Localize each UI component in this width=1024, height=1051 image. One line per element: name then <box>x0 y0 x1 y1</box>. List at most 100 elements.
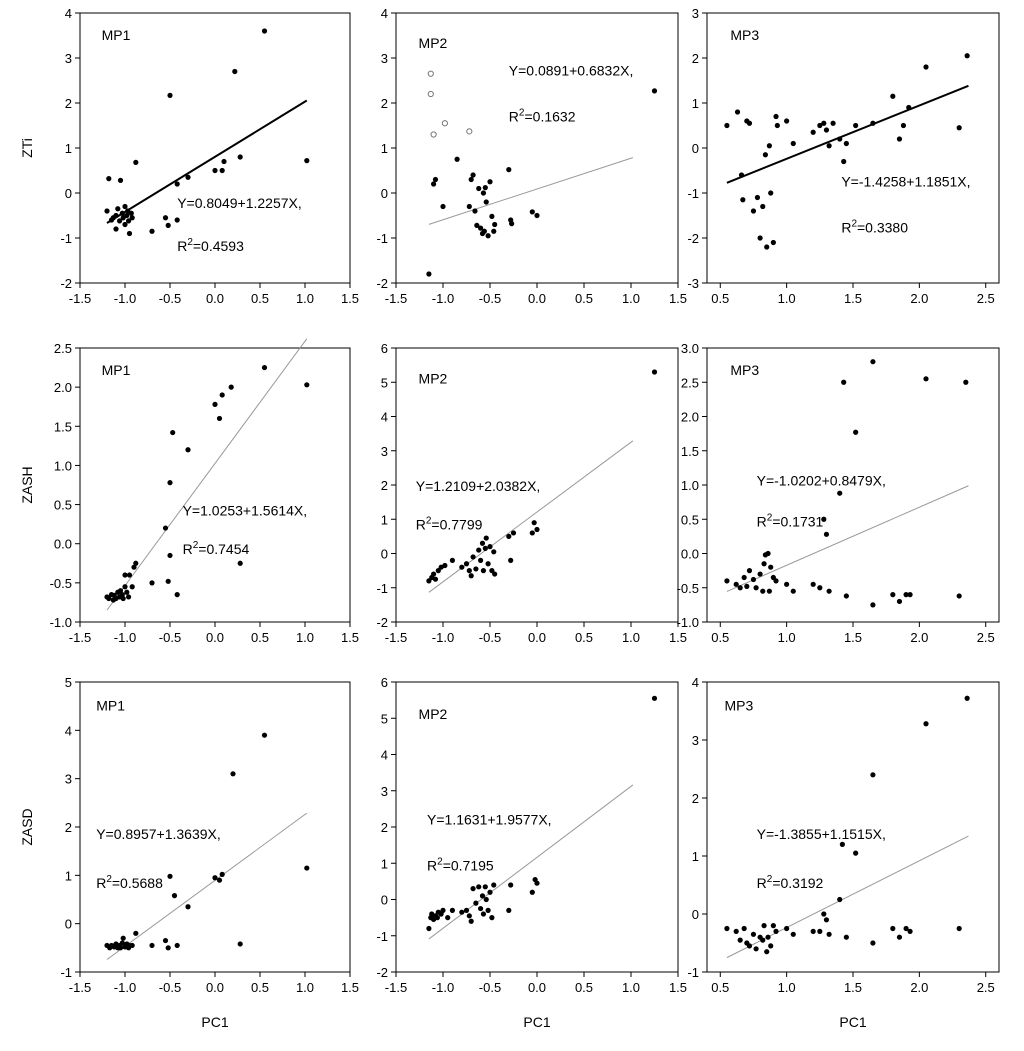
data-point <box>489 568 495 574</box>
data-point <box>463 561 470 567</box>
y-tick-label: 2.0 <box>681 410 699 425</box>
data-point <box>432 576 439 582</box>
data-point <box>903 925 909 932</box>
data-point <box>510 530 517 536</box>
y-tick-label: 4 <box>381 748 388 763</box>
data-point <box>171 893 178 899</box>
r-squared-superscript: 2 <box>106 874 112 885</box>
plot-frame <box>706 681 1000 973</box>
data-point <box>790 931 796 937</box>
data-point <box>903 592 909 598</box>
plot-frame <box>395 12 679 284</box>
data-point <box>119 592 125 598</box>
data-point <box>773 578 779 584</box>
data-point <box>133 560 139 566</box>
y-tick-label: 1.5 <box>681 444 699 459</box>
data-point <box>261 28 268 34</box>
data-point <box>963 379 969 385</box>
data-point <box>492 221 498 228</box>
plot-frame <box>79 12 351 284</box>
data-point <box>724 122 730 129</box>
y-tick-label: 2.0 <box>54 380 72 395</box>
data-point <box>212 875 218 881</box>
data-point <box>117 945 124 951</box>
data-point <box>491 228 497 234</box>
data-point <box>754 194 761 201</box>
r-squared-value: =0.1632 <box>524 109 575 125</box>
data-point <box>219 167 225 174</box>
data-point <box>508 557 514 563</box>
data-point <box>506 533 512 539</box>
r-squared-value: =0.3192 <box>772 875 823 891</box>
data-point <box>790 588 796 594</box>
panel-title: MP2 <box>419 370 448 386</box>
open-data-point <box>466 128 473 135</box>
data-point <box>129 215 135 221</box>
data-point <box>487 179 493 185</box>
x-tick-label: 0.0 <box>528 980 546 995</box>
x-tick-label: -1.0 <box>114 291 136 306</box>
data-point <box>435 568 441 574</box>
y-tick-label: -2 <box>60 276 72 291</box>
y-tick-label: -1 <box>376 929 388 944</box>
data-point <box>466 913 472 919</box>
regression-equation: Y=-1.3855+1.1515X, <box>757 826 886 842</box>
data-point <box>823 531 830 537</box>
data-point <box>165 945 171 951</box>
data-point <box>768 564 774 570</box>
x-tick-label: 0.5 <box>711 980 729 995</box>
regression-line <box>106 812 308 960</box>
data-point <box>221 158 227 165</box>
data-point <box>896 934 903 940</box>
regression-equation: Y=0.8049+1.2257X, <box>177 195 302 211</box>
data-point <box>853 850 859 856</box>
panel-title: MP3 <box>730 27 759 43</box>
panel-title: MP3 <box>730 362 759 378</box>
x-tick-label: -1.5 <box>69 630 91 645</box>
data-point <box>826 931 832 937</box>
plot-frame <box>395 347 679 623</box>
r-squared-superscript: 2 <box>851 218 857 229</box>
y-tick-label: 1 <box>692 96 699 111</box>
x-tick-label: 0.5 <box>711 291 729 306</box>
x-tick-label: 2.0 <box>910 291 928 306</box>
data-point <box>489 213 495 219</box>
data-point <box>117 177 124 183</box>
data-point <box>529 889 535 895</box>
x-tick-label: 2.0 <box>910 630 928 645</box>
data-point <box>126 572 133 578</box>
data-point <box>870 359 876 365</box>
data-point <box>741 925 747 932</box>
data-point <box>219 871 225 877</box>
x-axis-label: PC1 <box>839 1014 866 1030</box>
data-point <box>746 943 753 949</box>
x-axis-label: PC1 <box>523 1014 550 1030</box>
data-point <box>757 235 763 241</box>
data-point <box>740 197 746 203</box>
data-point <box>122 221 128 228</box>
data-point <box>784 925 790 932</box>
x-tick-label: 0.0 <box>528 291 546 306</box>
data-point <box>774 122 780 129</box>
data-point <box>479 893 486 899</box>
y-tick-label: 5 <box>381 711 388 726</box>
x-tick-label: 0.5 <box>575 630 593 645</box>
data-point <box>485 233 491 239</box>
regression-equation: Y=1.2109+2.0382X, <box>416 478 541 494</box>
data-point <box>768 943 774 949</box>
regression-equation: Y=0.0891+0.6832X, <box>509 63 634 79</box>
x-tick-label: -1.5 <box>69 980 91 995</box>
y-tick-label: -2 <box>376 276 388 291</box>
x-tick-label: -1.0 <box>114 630 136 645</box>
data-point <box>122 584 128 590</box>
y-tick-label: 6 <box>381 675 388 690</box>
data-point <box>821 911 827 917</box>
y-tick-label: 4 <box>692 675 699 690</box>
x-tick-label: -1.0 <box>432 980 454 995</box>
data-point <box>432 176 439 183</box>
y-tick-label: 0.0 <box>54 537 72 552</box>
plot-frame <box>79 681 351 973</box>
data-point <box>174 592 180 598</box>
y-tick-label: -1 <box>687 186 699 201</box>
y-tick-label: 1 <box>381 512 388 527</box>
